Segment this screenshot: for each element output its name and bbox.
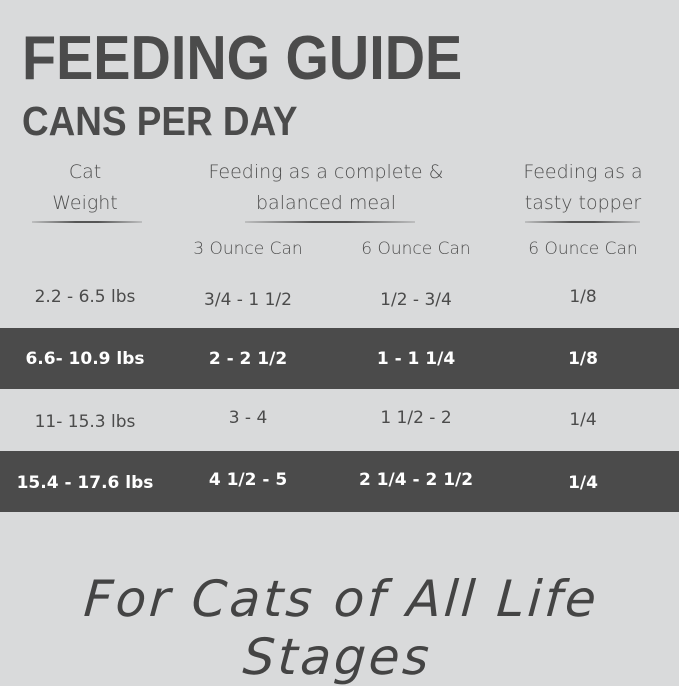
header-line: balanced meal [255, 192, 397, 214]
cell-weight: 15.4 - 17.6 lbs [16, 473, 154, 493]
cell-3oz: 3/4 - 1 1/2 [204, 290, 292, 310]
subheader-6oz: 6 Ounce Can [361, 239, 471, 259]
header-complete-meal: Feeding as a complete & balanced meal [180, 157, 472, 219]
divider [32, 221, 142, 223]
cell-6oz: 1 - 1 1/4 [376, 349, 456, 369]
row-band [0, 451, 679, 512]
divider [525, 221, 640, 223]
subheader-3oz: 3 Ounce Can [193, 239, 303, 259]
cell-3oz: 3 - 4 [228, 408, 268, 428]
subheader-6oz-topper: 6 Ounce Can [528, 239, 638, 259]
header-line: tasty topper [524, 192, 642, 214]
cell-weight: 6.6- 10.9 lbs [25, 349, 145, 369]
cell-topper: 1/4 [568, 473, 598, 493]
header-line: Weight [52, 192, 118, 214]
cell-topper: 1/4 [569, 410, 597, 430]
cell-6oz: 1 1/2 - 2 [380, 408, 452, 428]
cell-topper: 1/8 [568, 349, 598, 369]
cell-weight: 11- 15.3 lbs [34, 412, 136, 432]
cell-6oz: 1/2 - 3/4 [380, 290, 452, 310]
page-title: FEEDING GUIDE [22, 24, 463, 93]
cell-3oz: 4 1/2 - 5 [208, 470, 288, 490]
cell-3oz: 2 - 2 1/2 [208, 349, 288, 369]
divider [245, 221, 415, 223]
cell-6oz: 2 1/4 - 2 1/2 [358, 470, 474, 490]
header-topper: Feeding as a tasty topper [490, 157, 676, 219]
header-line: Feeding as a complete & [208, 161, 444, 183]
header-line: Feeding as a [523, 161, 643, 183]
page-subtitle: CANS PER DAY [22, 98, 298, 144]
header-cat-weight: Cat Weight [0, 157, 170, 219]
cell-topper: 1/8 [569, 287, 597, 307]
footer-tagline: For Cats of All Life Stages [82, 570, 602, 686]
header-line: Cat [68, 161, 102, 183]
row-band [0, 328, 679, 389]
cell-weight: 2.2 - 6.5 lbs [34, 287, 136, 307]
